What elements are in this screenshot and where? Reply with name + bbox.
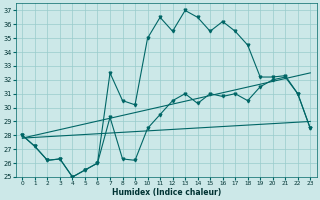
X-axis label: Humidex (Indice chaleur): Humidex (Indice chaleur): [112, 188, 221, 197]
